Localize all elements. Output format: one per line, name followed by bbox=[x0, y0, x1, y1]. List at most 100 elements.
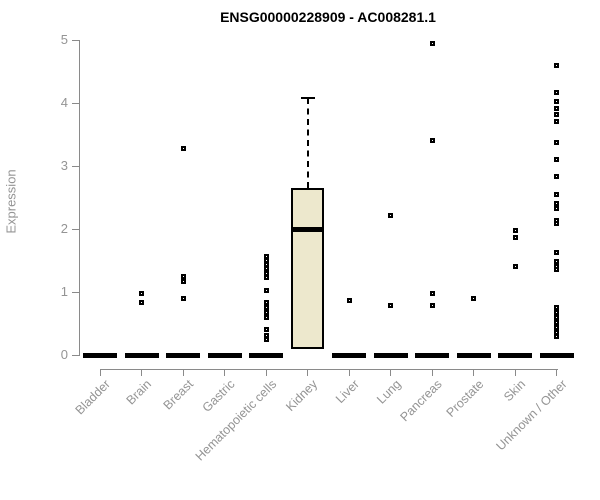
outlier-point bbox=[554, 98, 559, 104]
whisker-upper bbox=[306, 97, 309, 189]
outlier-point bbox=[180, 146, 186, 152]
outlier-point bbox=[263, 332, 269, 338]
zero-median-bar bbox=[498, 352, 532, 358]
x-category-label: Unknown / Other bbox=[493, 377, 570, 454]
outlier-point bbox=[429, 303, 435, 309]
outlier-point bbox=[512, 235, 518, 241]
outlier-point bbox=[554, 259, 559, 265]
y-axis-line bbox=[79, 40, 80, 356]
outlier-point bbox=[554, 105, 559, 111]
x-axis-tick bbox=[307, 369, 308, 376]
box bbox=[291, 188, 324, 349]
outlier-point bbox=[554, 192, 559, 198]
y-axis-label: Expression bbox=[3, 169, 19, 234]
x-category-label: Liver bbox=[332, 377, 362, 407]
outlier-point bbox=[554, 334, 559, 340]
outlier-point bbox=[388, 213, 393, 219]
zero-median-bar bbox=[415, 352, 449, 358]
outlier-point bbox=[554, 310, 559, 316]
x-axis-tick bbox=[224, 369, 225, 376]
outlier-point bbox=[180, 274, 186, 280]
outlier-point bbox=[263, 314, 269, 320]
y-tick-label: 1 bbox=[60, 284, 68, 299]
zero-median-bar bbox=[539, 352, 574, 358]
y-tick-label: 5 bbox=[60, 32, 68, 47]
outlier-point bbox=[263, 287, 269, 293]
outlier-point bbox=[554, 139, 559, 145]
x-axis-tick bbox=[514, 369, 516, 376]
median-line bbox=[291, 226, 324, 232]
y-tick-label: 2 bbox=[60, 221, 68, 236]
outlier-point bbox=[471, 296, 476, 302]
outlier-point bbox=[263, 270, 269, 276]
outlier-point bbox=[429, 290, 435, 296]
outlier-point bbox=[346, 297, 352, 303]
outlier-point bbox=[139, 299, 144, 305]
outlier-point bbox=[554, 90, 559, 96]
x-category-label: Kidney bbox=[283, 377, 321, 414]
outlier-point bbox=[388, 303, 393, 309]
outlier-point bbox=[554, 221, 559, 227]
x-axis-tick bbox=[390, 369, 391, 376]
x-axis-tick bbox=[473, 369, 474, 376]
outlier-point bbox=[263, 266, 269, 272]
outlier-point bbox=[554, 112, 559, 118]
zero-median-bar bbox=[207, 352, 242, 358]
outlier-point bbox=[554, 250, 559, 256]
outlier-point bbox=[512, 263, 518, 269]
x-axis-tick bbox=[348, 369, 350, 376]
y-axis-tick bbox=[72, 229, 79, 230]
outlier-point bbox=[554, 325, 559, 331]
outlier-point bbox=[554, 315, 559, 321]
x-axis-tick bbox=[556, 369, 557, 376]
x-axis-line bbox=[100, 369, 558, 370]
outlier-point bbox=[554, 320, 559, 326]
x-axis-tick bbox=[265, 369, 267, 376]
outlier-point bbox=[180, 279, 186, 285]
y-axis-tick bbox=[72, 40, 79, 41]
zero-median-bar bbox=[373, 352, 408, 358]
y-axis-tick bbox=[72, 292, 79, 293]
x-category-label: Pancreas bbox=[397, 377, 445, 425]
outlier-point bbox=[554, 304, 559, 310]
y-tick-label: 0 bbox=[60, 347, 68, 362]
zero-median-bar bbox=[124, 352, 159, 358]
outlier-point bbox=[554, 157, 559, 163]
x-category-label: Bladder bbox=[72, 377, 113, 418]
outlier-point bbox=[554, 205, 559, 211]
outlier-point bbox=[263, 304, 269, 310]
outlier-point bbox=[263, 309, 269, 315]
y-tick-label: 4 bbox=[60, 95, 68, 110]
y-tick-label: 3 bbox=[60, 158, 68, 173]
zero-median-bar bbox=[83, 352, 117, 358]
x-category-label: Breast bbox=[160, 377, 196, 413]
outlier-point bbox=[139, 290, 144, 296]
y-axis-tick bbox=[72, 355, 79, 356]
chart-title: ENSG00000228909 - AC008281.1 bbox=[220, 9, 436, 25]
outlier-point bbox=[554, 174, 559, 180]
outlier-point bbox=[180, 296, 186, 302]
y-axis-tick bbox=[72, 166, 79, 167]
outlier-point bbox=[554, 62, 559, 68]
x-axis-tick bbox=[182, 369, 184, 376]
outlier-point bbox=[263, 299, 269, 305]
outlier-point bbox=[263, 275, 269, 280]
whisker-cap-upper bbox=[300, 96, 315, 99]
outlier-point bbox=[429, 40, 435, 46]
outlier-point bbox=[512, 227, 518, 233]
x-category-label: Hematopoietic cells bbox=[192, 377, 279, 464]
outlier-point bbox=[554, 119, 559, 125]
outlier-point bbox=[554, 200, 559, 206]
zero-median-bar bbox=[166, 352, 200, 358]
y-axis-tick bbox=[72, 103, 79, 104]
x-category-label: Brain bbox=[123, 377, 155, 408]
x-category-label: Lung bbox=[373, 377, 404, 407]
outlier-point bbox=[263, 337, 269, 343]
x-axis-tick bbox=[141, 369, 142, 376]
zero-median-bar bbox=[249, 352, 283, 358]
x-category-label: Prostate bbox=[443, 377, 487, 420]
outlier-point bbox=[429, 138, 435, 144]
x-axis-tick bbox=[431, 369, 433, 376]
x-axis-tick bbox=[99, 369, 101, 376]
